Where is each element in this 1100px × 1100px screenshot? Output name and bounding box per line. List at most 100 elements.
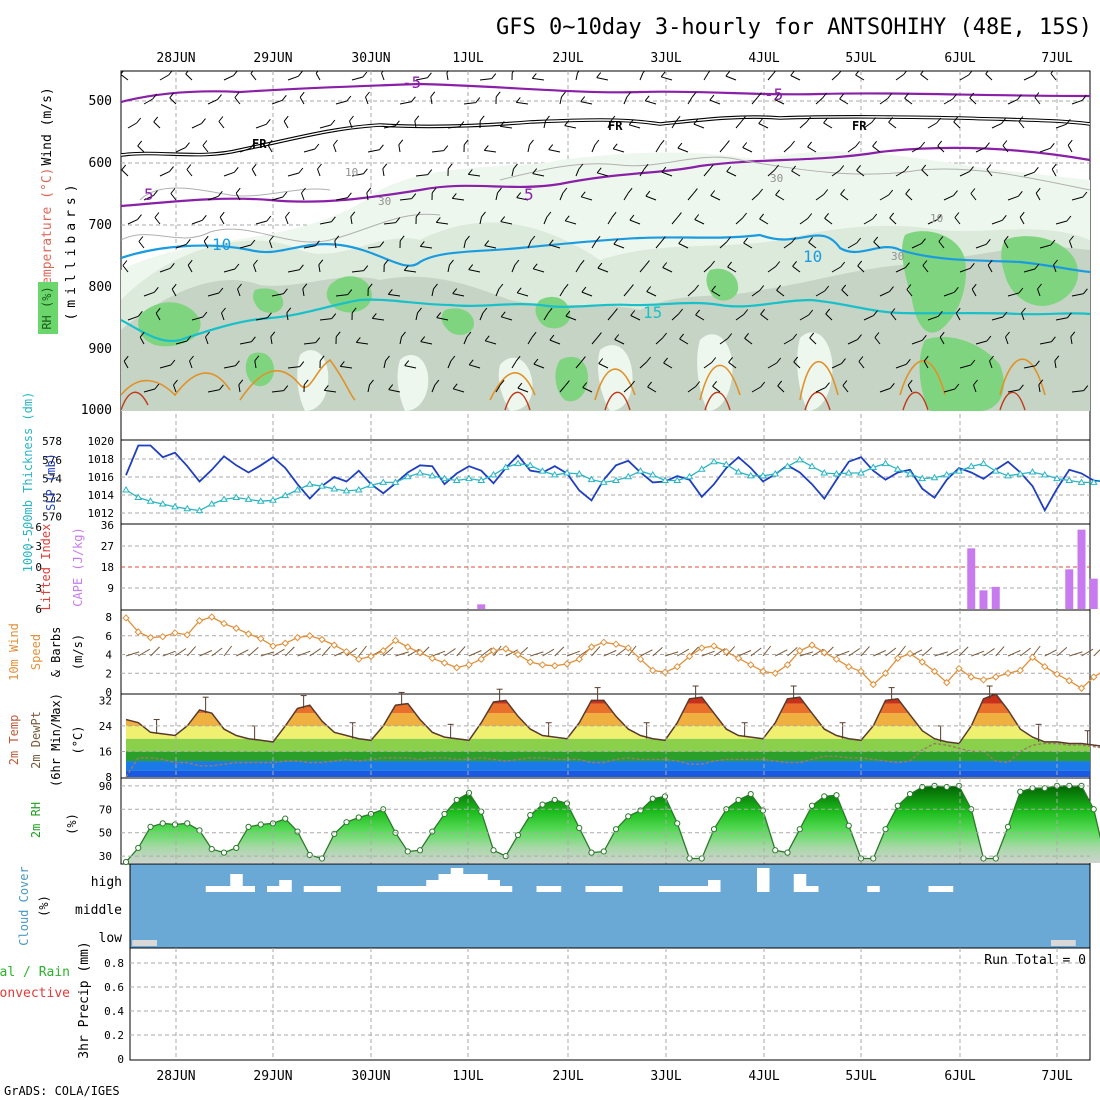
wind-barb-tick	[808, 236, 813, 243]
wind-speed-point	[624, 644, 632, 652]
wind-barb-tick	[395, 217, 401, 223]
wind-barb-tick	[398, 139, 404, 146]
wind-barb	[923, 360, 929, 369]
wind-barb	[189, 360, 193, 369]
wind-barb	[872, 145, 881, 153]
wind-barb	[517, 387, 529, 393]
wind-barb	[436, 221, 449, 225]
rh-point	[404, 848, 411, 855]
wind-barb-tick	[411, 193, 417, 199]
thickness-point	[465, 474, 473, 482]
wind-speed-point	[881, 669, 890, 677]
date-label: 3JUL	[650, 1069, 681, 1084]
wind-barb-tick	[905, 262, 910, 268]
wind-speed-point	[1065, 677, 1073, 685]
wind-barb-tick	[986, 164, 992, 170]
wind-barb-tick	[953, 286, 959, 293]
wind-barb-tick	[388, 384, 394, 390]
wind-speed-point	[244, 630, 253, 638]
rh-point	[208, 846, 215, 853]
wind-barb-tick	[871, 117, 877, 123]
wind10m-ylabel-c: & Barbs	[49, 627, 63, 678]
wind-barb-tick	[968, 71, 973, 76]
date-label: 6JUL	[944, 1069, 975, 1084]
wind-barb-tick	[435, 217, 441, 223]
thickness-point	[942, 470, 951, 478]
wind-barb	[303, 245, 316, 249]
wind-barb-tick	[323, 385, 329, 391]
rh-point	[882, 826, 889, 833]
temperature-grid	[121, 694, 1090, 778]
wind-barb-tick	[693, 188, 698, 194]
wind-barb	[799, 121, 807, 129]
wind-barb	[856, 169, 865, 177]
wind-barb-tick	[169, 166, 174, 172]
wind-barb	[596, 77, 609, 81]
wind-barb-tick	[333, 139, 338, 146]
wind-barb-tick	[499, 379, 505, 386]
wind-barb	[447, 360, 452, 369]
wind-barb-tick	[936, 117, 942, 124]
wind-barb	[127, 219, 138, 225]
tick-label: 8	[105, 611, 112, 624]
cloud-bar-high	[928, 886, 941, 892]
wind-barb	[203, 240, 209, 249]
wind-barb	[319, 124, 332, 129]
cloud-bar-high	[585, 886, 598, 892]
wind10m-barb	[407, 648, 420, 657]
wind-barb-tick	[339, 361, 345, 367]
wind-barb	[725, 75, 737, 81]
wind-barb-tick	[646, 356, 651, 363]
wind-barb-tick	[903, 71, 908, 75]
cape-bar	[979, 590, 988, 609]
wind-barb-tick	[858, 356, 864, 362]
wind-barb	[383, 222, 396, 225]
wind-barb-tick	[694, 214, 700, 220]
wind10m-barb	[1081, 648, 1094, 657]
wind-speed-point	[1090, 673, 1098, 681]
wind-barb	[255, 123, 267, 129]
date-label: 5JUL	[845, 1069, 876, 1084]
freezing-label-c: FR	[852, 119, 867, 133]
wind-barb	[324, 389, 337, 393]
wind-barb	[366, 192, 369, 201]
wind-speed-point	[734, 654, 743, 662]
wind-barb	[744, 337, 753, 345]
cloud-bar-high	[450, 868, 464, 892]
wind-barb	[991, 123, 1002, 129]
tick-label: 30	[99, 850, 112, 863]
wind-barb	[1005, 336, 1009, 345]
wind-barb-tick	[906, 284, 912, 290]
rh-label-10-a: 10	[345, 166, 358, 179]
wind-barb-tick	[403, 265, 409, 271]
wind-barb-tick	[217, 94, 222, 100]
rh-point	[735, 796, 742, 804]
wind-barb-tick	[1003, 235, 1009, 242]
wind-barb-tick	[955, 307, 961, 314]
cloud-bar-high	[757, 868, 770, 892]
wind-barb-tick	[1005, 331, 1010, 338]
wind-barb-tick	[1002, 311, 1008, 318]
rh-point	[870, 855, 877, 862]
wind-speed-point	[771, 669, 779, 677]
rh-point	[478, 808, 485, 815]
wind-barb-tick	[475, 97, 481, 103]
wind10m-barb	[468, 650, 482, 657]
wind10m-barb	[530, 651, 544, 657]
wind-barb	[726, 171, 737, 177]
wind-barb	[253, 264, 257, 273]
cloud-bar-high	[683, 886, 696, 892]
wind10m-barb	[762, 645, 772, 657]
thickness-point	[881, 459, 890, 467]
wind-barb	[808, 241, 817, 249]
wind-barb	[582, 387, 593, 393]
wind-barb	[533, 268, 545, 273]
wind-barb-tick	[459, 121, 465, 127]
wind-barb	[500, 125, 513, 129]
wind-barb-tick	[693, 118, 699, 125]
wind-barb	[709, 99, 721, 105]
wind-barb-tick	[267, 312, 272, 319]
tick-label: 1016	[88, 471, 115, 484]
wind-barb-tick	[579, 259, 585, 266]
